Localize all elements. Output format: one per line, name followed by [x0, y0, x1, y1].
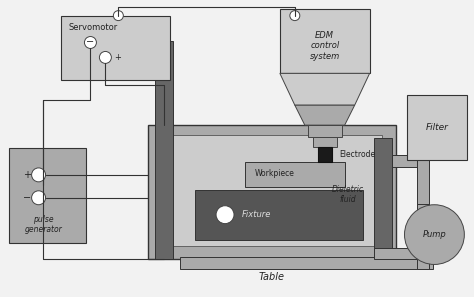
Bar	[9, 148, 86, 243]
Bar	[418, 97, 429, 172]
Circle shape	[84, 37, 96, 48]
Text: Fixture: Fixture	[242, 210, 271, 219]
Circle shape	[404, 205, 465, 264]
Text: Filter: Filter	[426, 123, 449, 132]
Bar	[374, 247, 418, 260]
Text: Servomotor: Servomotor	[69, 23, 118, 32]
Circle shape	[290, 11, 300, 20]
Text: Table: Table	[259, 272, 285, 282]
Bar	[408, 95, 467, 160]
Bar	[180, 257, 433, 269]
Text: +: +	[23, 170, 31, 180]
Bar	[155, 40, 173, 260]
Bar	[162, 135, 382, 246]
Polygon shape	[295, 105, 355, 125]
Polygon shape	[280, 73, 370, 105]
Text: −: −	[23, 193, 31, 203]
Text: +: +	[114, 53, 121, 62]
Bar	[280, 9, 370, 73]
Bar	[392, 155, 418, 167]
Circle shape	[32, 168, 46, 182]
Bar	[148, 125, 395, 260]
Text: EDM
control
system: EDM control system	[310, 31, 340, 61]
Text: pulse
generator: pulse generator	[25, 215, 63, 234]
Bar	[61, 16, 170, 80]
Circle shape	[100, 51, 111, 63]
Text: Workpiece: Workpiece	[255, 169, 295, 178]
Circle shape	[113, 11, 123, 20]
Circle shape	[32, 191, 46, 205]
Bar	[308, 125, 342, 137]
Bar	[418, 204, 429, 269]
Bar	[313, 137, 337, 147]
Text: Electrode: Electrode	[340, 151, 376, 159]
Bar	[245, 162, 345, 187]
Bar	[418, 160, 429, 205]
Circle shape	[216, 206, 234, 224]
Bar	[195, 190, 363, 240]
Bar	[374, 138, 392, 257]
Text: −: −	[86, 37, 94, 48]
Text: Pump: Pump	[422, 230, 447, 239]
Bar	[318, 147, 332, 162]
Text: Dieletric
fluid: Dieletric fluid	[332, 185, 364, 204]
